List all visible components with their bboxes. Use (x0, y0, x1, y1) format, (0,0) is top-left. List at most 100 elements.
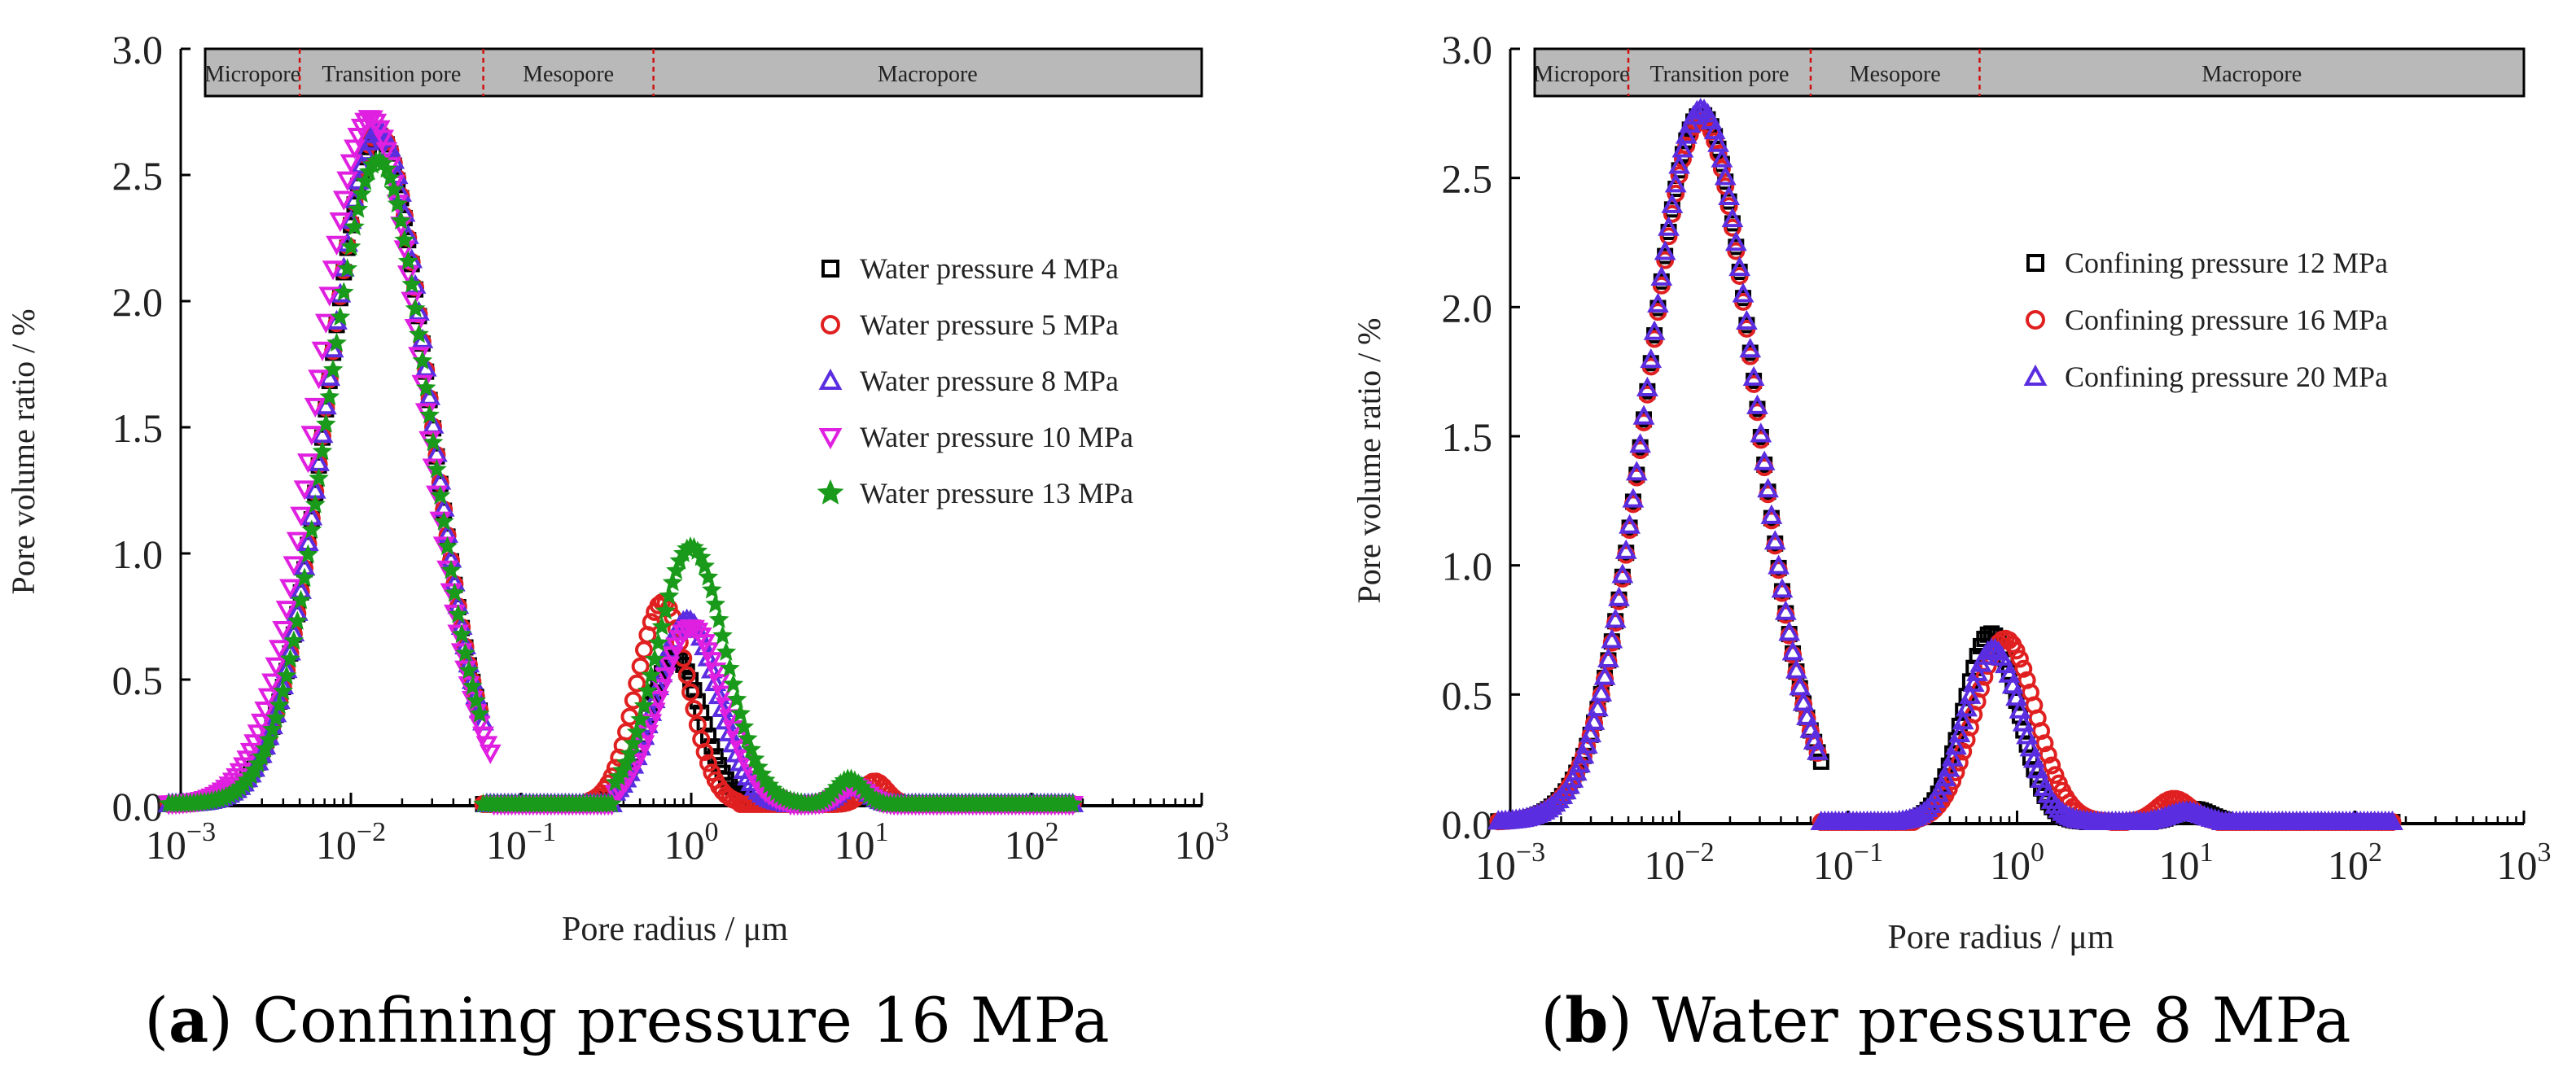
data-point (631, 657, 650, 676)
pore-class-label: Transition pore (322, 62, 461, 87)
x-tick-base: 10 (146, 822, 186, 868)
data-point (643, 688, 666, 709)
data-point (348, 199, 369, 218)
x-tick-exponent: −2 (1684, 837, 1714, 868)
data-point (2381, 810, 2403, 830)
data-point (448, 604, 469, 623)
data-point (340, 236, 361, 256)
data-point (394, 230, 415, 249)
data-point (700, 652, 723, 672)
data-point (254, 702, 277, 722)
data-point (333, 282, 354, 301)
data-point (1659, 227, 1678, 246)
data-point (330, 306, 351, 326)
data-point (455, 642, 475, 662)
data-point (268, 640, 291, 660)
data-point (708, 674, 730, 694)
data-point (2007, 641, 2026, 660)
data-point (409, 324, 429, 343)
y-tick-label: 0.5 (1442, 672, 1493, 718)
x-tick-label: 10−2 (1644, 837, 1714, 888)
x-tick-exponent: 0 (2031, 837, 2044, 868)
data-point (2009, 698, 2031, 719)
legend-marker (2026, 254, 2044, 272)
data-point (681, 683, 700, 702)
legend-marker (2023, 364, 2048, 386)
data-point (479, 744, 502, 764)
data-point (355, 171, 375, 190)
data-point (626, 721, 647, 741)
data-point (708, 609, 729, 628)
x-tick-exponent: −1 (1854, 837, 1883, 868)
data-point (702, 579, 722, 599)
data-point (1575, 733, 1598, 754)
data-point (462, 676, 483, 695)
caption-letter: b (1565, 984, 1608, 1056)
data-point (250, 713, 273, 734)
data-point (269, 694, 290, 715)
data-point (1812, 753, 1829, 770)
data-point (1608, 586, 1630, 606)
data-point (1664, 173, 1687, 193)
x-tick-exponent: 1 (875, 817, 889, 847)
data-point (300, 426, 323, 446)
x-tick-exponent: 0 (705, 817, 719, 847)
legend-label: Water pressure 10 MPa (860, 421, 1133, 453)
data-point (294, 567, 315, 587)
data-point (695, 743, 714, 762)
data-point (458, 660, 480, 680)
x-tick-base: 10 (1813, 842, 1854, 888)
y-tick-label: 2.5 (112, 153, 164, 199)
data-point (1739, 338, 1762, 358)
data-point (1962, 672, 1985, 693)
data-point (301, 519, 322, 539)
data-point (401, 273, 423, 293)
data-point (1959, 684, 1982, 704)
data-point (642, 613, 660, 632)
x-tick-label: 10−3 (1475, 837, 1545, 888)
data-point (423, 431, 444, 452)
data-point (1720, 197, 1738, 216)
data-point (469, 703, 490, 723)
x-tick-label: 10−3 (146, 817, 216, 868)
panel-caption: (a) Confining pressure 16 MPa (144, 984, 1109, 1056)
pore-class-label: Micropore (1533, 62, 1629, 87)
data-point (1796, 705, 1818, 725)
data-point (643, 702, 666, 723)
caption-text: Confining pressure 16 MPa (252, 984, 1110, 1056)
data-point (716, 641, 737, 661)
data-point (1718, 185, 1740, 206)
data-point (2046, 766, 2065, 785)
data-point (304, 494, 326, 514)
x-tick-base: 10 (835, 822, 875, 868)
data-point (286, 531, 309, 552)
pore-class-label: Mesopore (1850, 62, 1941, 87)
data-point (466, 690, 487, 710)
data-point (329, 212, 352, 233)
data-point (1792, 691, 1815, 711)
x-tick-label: 100 (664, 817, 719, 868)
data-point (1640, 348, 1663, 369)
caption-paren: ( (1540, 984, 1565, 1056)
pore-class-band (1533, 47, 2526, 98)
data-point (1768, 554, 1790, 575)
data-point (2005, 686, 2027, 706)
data-point (308, 369, 330, 390)
pore-class-label: Macropore (878, 62, 978, 87)
data-point (712, 625, 733, 645)
data-point (718, 709, 741, 729)
data-point (1746, 394, 1768, 414)
legend-marker (818, 368, 843, 390)
data-point (1632, 404, 1655, 425)
data-point (1714, 165, 1737, 186)
x-tick-exponent: 2 (2368, 837, 2382, 868)
panel-caption: (b) Water pressure 8 MPa (1540, 984, 2350, 1056)
data-point (1941, 746, 1964, 767)
legend-item: Water pressure 8 MPa (818, 365, 1119, 397)
legend-marker (2026, 310, 2045, 330)
data-point (1536, 798, 1559, 818)
data-point (430, 485, 451, 505)
data-point (276, 665, 297, 685)
data-point (1062, 794, 1083, 813)
data-point (396, 265, 419, 286)
